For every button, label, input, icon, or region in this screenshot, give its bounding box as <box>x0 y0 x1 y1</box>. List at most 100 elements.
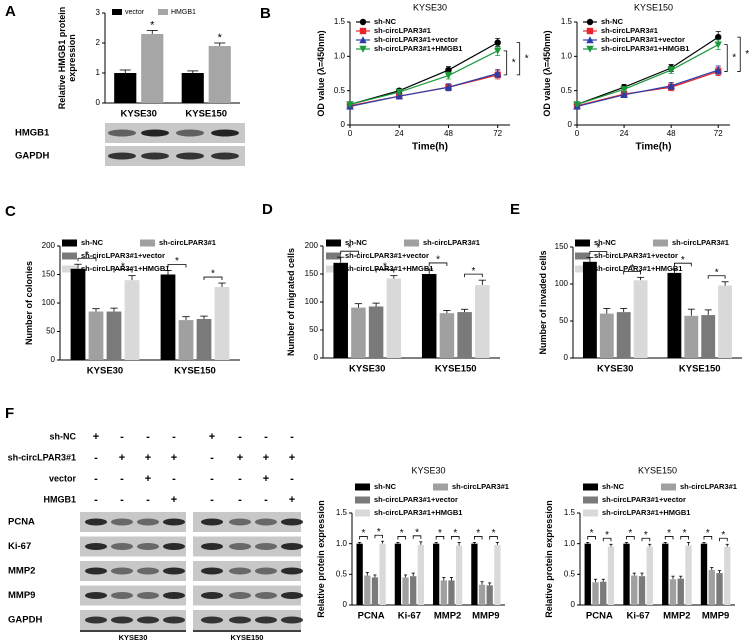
bar <box>478 584 486 605</box>
bar <box>448 580 455 605</box>
bar <box>208 46 231 103</box>
x-tick-label: Ki-67 <box>627 611 650 622</box>
significance-bracket <box>340 250 359 255</box>
group-label: KYSE150 <box>231 633 264 642</box>
significance: * <box>211 269 215 280</box>
x-tick-label: KYSE150 <box>679 364 721 375</box>
blot-band <box>85 616 107 624</box>
bar <box>700 543 708 605</box>
blot-band <box>111 567 133 575</box>
blot-row-label: PCNA <box>8 517 35 528</box>
bar <box>667 272 682 358</box>
bar <box>421 274 437 358</box>
bar <box>631 575 638 605</box>
y-axis-title-text: OD value (λ=450nm) <box>316 30 327 117</box>
significance-bracket <box>374 534 383 539</box>
point <box>715 33 722 41</box>
panel-label: F <box>5 405 14 422</box>
significance: * <box>453 528 457 539</box>
x-tick-label: MMP9 <box>472 611 499 622</box>
legend-label: sh-circLPAR3#1 <box>672 238 729 247</box>
legend-label: sh-NC <box>374 482 397 491</box>
legend-label: sh-circLPAR3#1 <box>159 238 216 247</box>
point <box>445 66 452 74</box>
significance: * <box>525 53 529 64</box>
bar <box>402 577 409 605</box>
y-tick-label: 0 <box>564 353 569 362</box>
legend-swatch <box>62 239 77 247</box>
legend-label: sh-circLPAR3#1 <box>680 482 737 491</box>
condition-sign: + <box>289 494 295 506</box>
blot-band <box>255 616 277 624</box>
significance-bracket <box>397 536 406 540</box>
blot-band <box>141 129 169 137</box>
panel-label: D <box>262 201 273 218</box>
x-tick-label: KYSE30 <box>121 109 157 120</box>
legend-label: sh-circLPAR3#1+vector <box>594 251 678 260</box>
significance: * <box>630 263 634 274</box>
legend-label: sh-NC <box>601 17 624 26</box>
legend-swatch <box>62 265 77 273</box>
x-tick-label: 24 <box>620 129 629 138</box>
bar <box>88 311 104 360</box>
x-tick-label: KYSE30 <box>349 364 385 375</box>
bar <box>662 543 669 605</box>
bar <box>669 579 677 605</box>
legend-swatch <box>583 509 598 517</box>
x-axis-title: Time(h) <box>412 142 448 153</box>
blot-band <box>85 567 107 575</box>
condition-sign: - <box>264 494 268 506</box>
blot-band <box>137 567 159 575</box>
bar <box>599 313 614 358</box>
legend-swatch <box>326 252 341 260</box>
blot-band <box>137 543 159 550</box>
x-tick-label: MMP9 <box>702 611 729 622</box>
condition-label: HMGB1 <box>43 494 76 504</box>
blot-band <box>163 616 185 624</box>
y-tick-label: 2 <box>96 38 101 47</box>
panel-label: A <box>5 3 16 20</box>
significance-bracket <box>451 536 460 540</box>
y-axis-title: Number of migrated cells <box>286 248 296 356</box>
significance-bracket <box>703 536 713 540</box>
y-tick-label: 1.5 <box>564 508 576 517</box>
condition-sign: + <box>237 452 243 464</box>
x-tick-label: 72 <box>493 129 502 138</box>
bar <box>439 313 455 358</box>
blot-band <box>141 152 169 160</box>
x-tick-label: MMP2 <box>663 611 690 622</box>
legend-marker <box>586 45 594 53</box>
bar <box>600 581 607 605</box>
significance-bracket <box>626 536 635 540</box>
significance-bracket <box>435 536 445 540</box>
x-tick-label: Ki-67 <box>398 611 421 622</box>
legend-label: sh-circLPAR3#1+HMGB1 <box>374 44 462 53</box>
condition-sign: - <box>210 473 214 485</box>
legend-swatch <box>575 252 590 260</box>
line <box>576 69 719 108</box>
condition-sign: - <box>172 431 176 443</box>
bar <box>181 73 204 103</box>
significance: * <box>400 528 404 539</box>
significance-bracket <box>77 257 97 262</box>
condition-sign: + <box>209 431 215 443</box>
legend-swatch <box>158 9 168 15</box>
point <box>667 66 675 74</box>
y-tick-label: 1.0 <box>336 539 348 548</box>
bar <box>214 287 230 360</box>
legend-label: HMGB1 <box>171 9 196 16</box>
bar <box>592 582 599 605</box>
significance-bracket <box>359 536 368 540</box>
bar <box>685 545 692 605</box>
significance: * <box>436 255 440 266</box>
condition-sign: - <box>120 494 124 506</box>
blot-band <box>281 616 303 624</box>
y-tick-label: 1.5 <box>334 17 346 26</box>
y-tick-label: 0 <box>51 355 56 364</box>
legend-label: sh-circLPAR3#1+vector <box>601 35 685 44</box>
legend-marker <box>586 36 594 44</box>
bar <box>716 573 723 605</box>
x-tick-label: MMP2 <box>434 611 461 622</box>
legend-marker <box>586 27 594 35</box>
bar <box>417 544 424 605</box>
